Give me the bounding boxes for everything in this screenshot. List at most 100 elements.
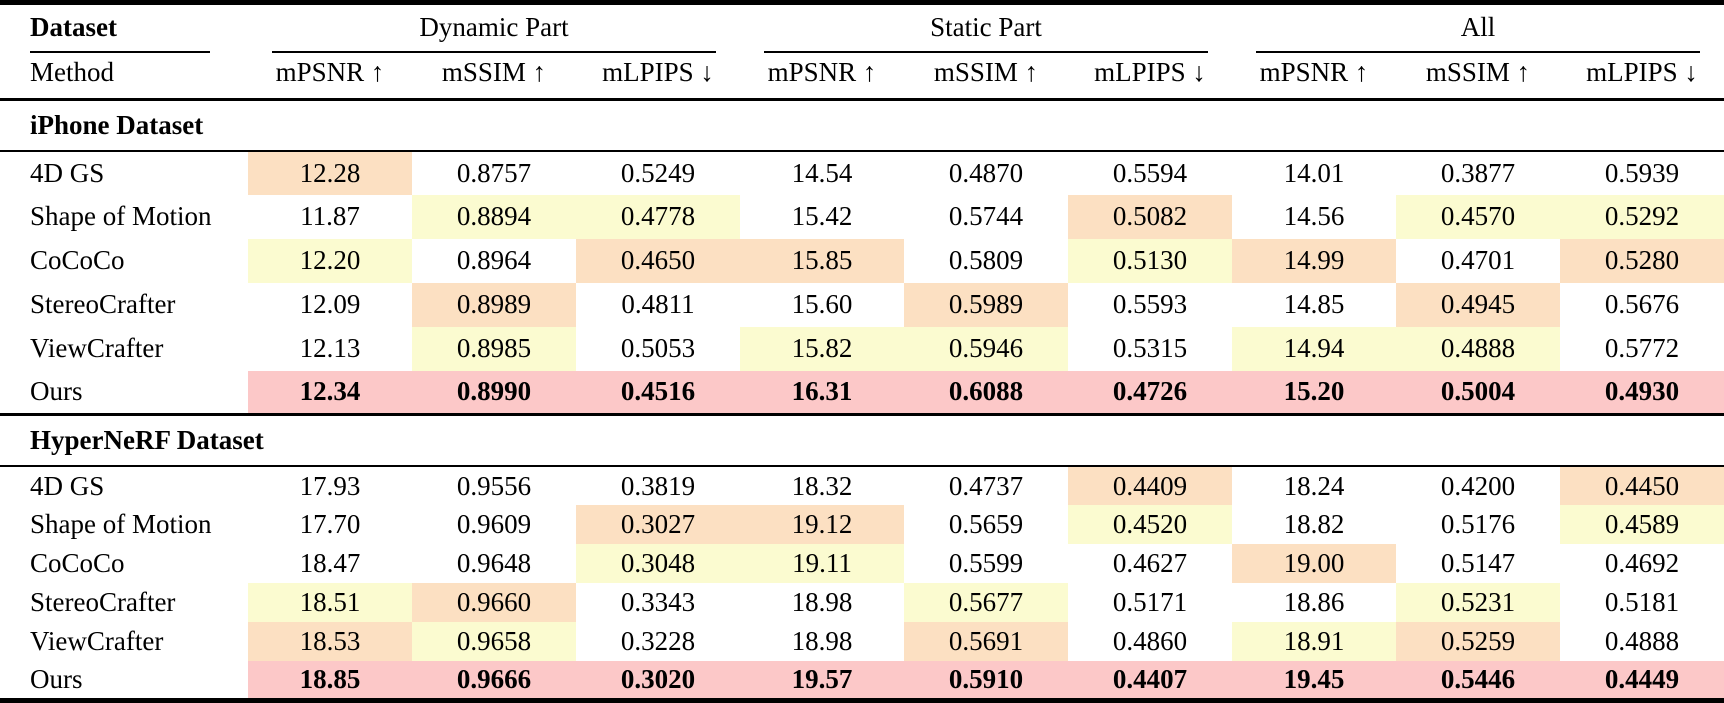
metric-value: 12.09 [299, 289, 361, 319]
metric-value: 0.5280 [1560, 238, 1724, 283]
table-row: Shape of Motion 11.87 0.8894 0.4778 15.42 0.5… [0, 194, 1724, 239]
metric-value: 0.3819 [620, 470, 696, 501]
metric-value: 0.5171 [1112, 587, 1188, 617]
metric-value: 14.94 [1232, 326, 1396, 371]
metric-value: 0.4945 [1396, 282, 1560, 327]
metric-value: 0.5130 [1068, 238, 1232, 283]
metric-value: 0.5315 [1112, 333, 1188, 363]
metric-value: 0.4200 [1440, 470, 1516, 501]
metric-value: 0.9660 [412, 583, 576, 622]
metric-value: 17.70 [299, 509, 361, 539]
metric-value: 0.5659 [948, 509, 1024, 539]
metric-value: 0.8990 [412, 370, 576, 415]
metric-value: 0.4450 [1560, 466, 1724, 505]
col-header-mlpips-dynamic: mLPIPS ↓ [576, 52, 740, 101]
metric-value: 0.3343 [620, 587, 696, 617]
metric-value: 15.60 [791, 289, 853, 319]
metric-value: 12.28 [248, 150, 412, 195]
metric-value: 0.5989 [904, 282, 1068, 327]
method-name: ViewCrafter [30, 333, 164, 363]
metric-value: 19.11 [740, 544, 904, 583]
table-row: ViewCrafter 18.53 0.9658 0.3228 18.98 0.5691 0… [0, 622, 1724, 661]
metric-value: 16.31 [740, 370, 904, 415]
group-label-all: All [1256, 12, 1700, 53]
metric-value: 14.85 [1283, 289, 1345, 319]
metric-value: 0.5599 [948, 548, 1024, 578]
col-header-mssim-static: mSSIM ↑ [904, 52, 1068, 101]
metric-value: 18.98 [791, 587, 853, 617]
metric-value: 18.24 [1283, 470, 1345, 501]
method-name: CoCoCo [30, 548, 125, 578]
metric-value: 11.87 [300, 201, 360, 231]
metric-value: 0.4520 [1068, 505, 1232, 544]
metric-value: 0.5676 [1604, 289, 1680, 319]
metric-value: 0.5082 [1068, 194, 1232, 239]
section-title: HyperNeRF Dataset [0, 413, 1724, 467]
metric-value: 0.4888 [1604, 626, 1680, 656]
col-group-static-part: Static Part [740, 3, 1232, 53]
section-header-row: iPhone Dataset [0, 97, 1724, 152]
metric-value: 0.4778 [576, 194, 740, 239]
metric-value: 0.5249 [620, 157, 696, 188]
metric-value: 0.3027 [576, 505, 740, 544]
metric-value: 19.00 [1232, 544, 1396, 583]
metric-value: 0.5147 [1440, 548, 1516, 578]
table-row: CoCoCo 18.47 0.9648 0.3048 19.11 0.5599 0.4627… [0, 544, 1724, 583]
metric-value: 0.5809 [948, 245, 1024, 275]
table-row: 4D GS 17.93 0.9556 0.3819 18.32 0.4737 0.4409 1… [0, 466, 1724, 505]
metric-value: 14.54 [791, 157, 853, 188]
metric-value: 0.9609 [456, 509, 532, 539]
metric-value: 0.4726 [1068, 370, 1232, 415]
metric-value: 0.3228 [620, 626, 696, 656]
table-row: Ours 18.85 0.9666 0.3020 19.57 0.5910 0.4407 19… [0, 661, 1724, 700]
metric-value: 0.4650 [576, 238, 740, 283]
col-header-mpsnr-dynamic: mPSNR ↑ [248, 52, 412, 101]
metric-value: 0.4570 [1396, 194, 1560, 239]
col-header-mpsnr-all: mPSNR ↑ [1232, 52, 1396, 101]
metric-value: 0.4737 [948, 470, 1024, 501]
metric-value: 18.32 [791, 470, 853, 501]
metric-value: 18.91 [1232, 622, 1396, 661]
metric-value: 18.82 [1283, 509, 1345, 539]
col-header-mssim-all: mSSIM ↑ [1396, 52, 1560, 101]
metric-value: 0.5004 [1396, 370, 1560, 415]
metric-value: 15.42 [791, 201, 853, 231]
method-name: CoCoCo [30, 245, 125, 275]
metric-value: 0.9658 [412, 622, 576, 661]
metric-value: 0.4409 [1068, 466, 1232, 505]
metric-value: 15.82 [740, 326, 904, 371]
metric-value: 0.5181 [1604, 587, 1680, 617]
metric-value: 12.20 [248, 238, 412, 283]
metric-value: 0.5772 [1604, 333, 1680, 363]
table-row: StereoCrafter 12.09 0.8989 0.4811 15.60 0.598… [0, 282, 1724, 327]
metric-value: 0.4516 [576, 370, 740, 415]
metric-value: 0.8757 [456, 157, 532, 188]
metric-value: 18.47 [299, 548, 361, 578]
metric-value: 0.4407 [1068, 661, 1232, 700]
section-iphone: iPhone Dataset 4D GS 12.28 0.8757 0.5249 14.… [0, 97, 1724, 415]
metric-value: 14.56 [1283, 201, 1345, 231]
group-label-dynamic: Dynamic Part [272, 12, 716, 53]
metric-value: 15.20 [1232, 370, 1396, 415]
metric-value: 0.8964 [456, 245, 532, 275]
col-group-all: All [1232, 3, 1724, 53]
metric-value: 0.6088 [904, 370, 1068, 415]
group-label-static: Static Part [764, 12, 1208, 53]
metric-value: 14.99 [1232, 238, 1396, 283]
metric-value: 0.5677 [904, 583, 1068, 622]
metric-value: 19.45 [1232, 661, 1396, 700]
group-header-row: Dataset Dynamic Part Static Part All [0, 3, 1724, 53]
metric-value: 0.5691 [904, 622, 1068, 661]
metric-value: 19.57 [740, 661, 904, 700]
col-header-mlpips-static: mLPIPS ↓ [1068, 52, 1232, 101]
section-hypernerf: HyperNeRF Dataset 4D GS 17.93 0.9556 0.3819… [0, 413, 1724, 700]
metric-value: 0.9648 [456, 548, 532, 578]
metric-value: 0.5946 [904, 326, 1068, 371]
metric-value: 18.86 [1283, 587, 1345, 617]
metric-value: 18.98 [791, 626, 853, 656]
metric-value: 15.85 [740, 238, 904, 283]
metric-value: 0.5593 [1112, 289, 1188, 319]
method-name: Shape of Motion [30, 201, 212, 231]
metric-value: 0.4888 [1396, 326, 1560, 371]
